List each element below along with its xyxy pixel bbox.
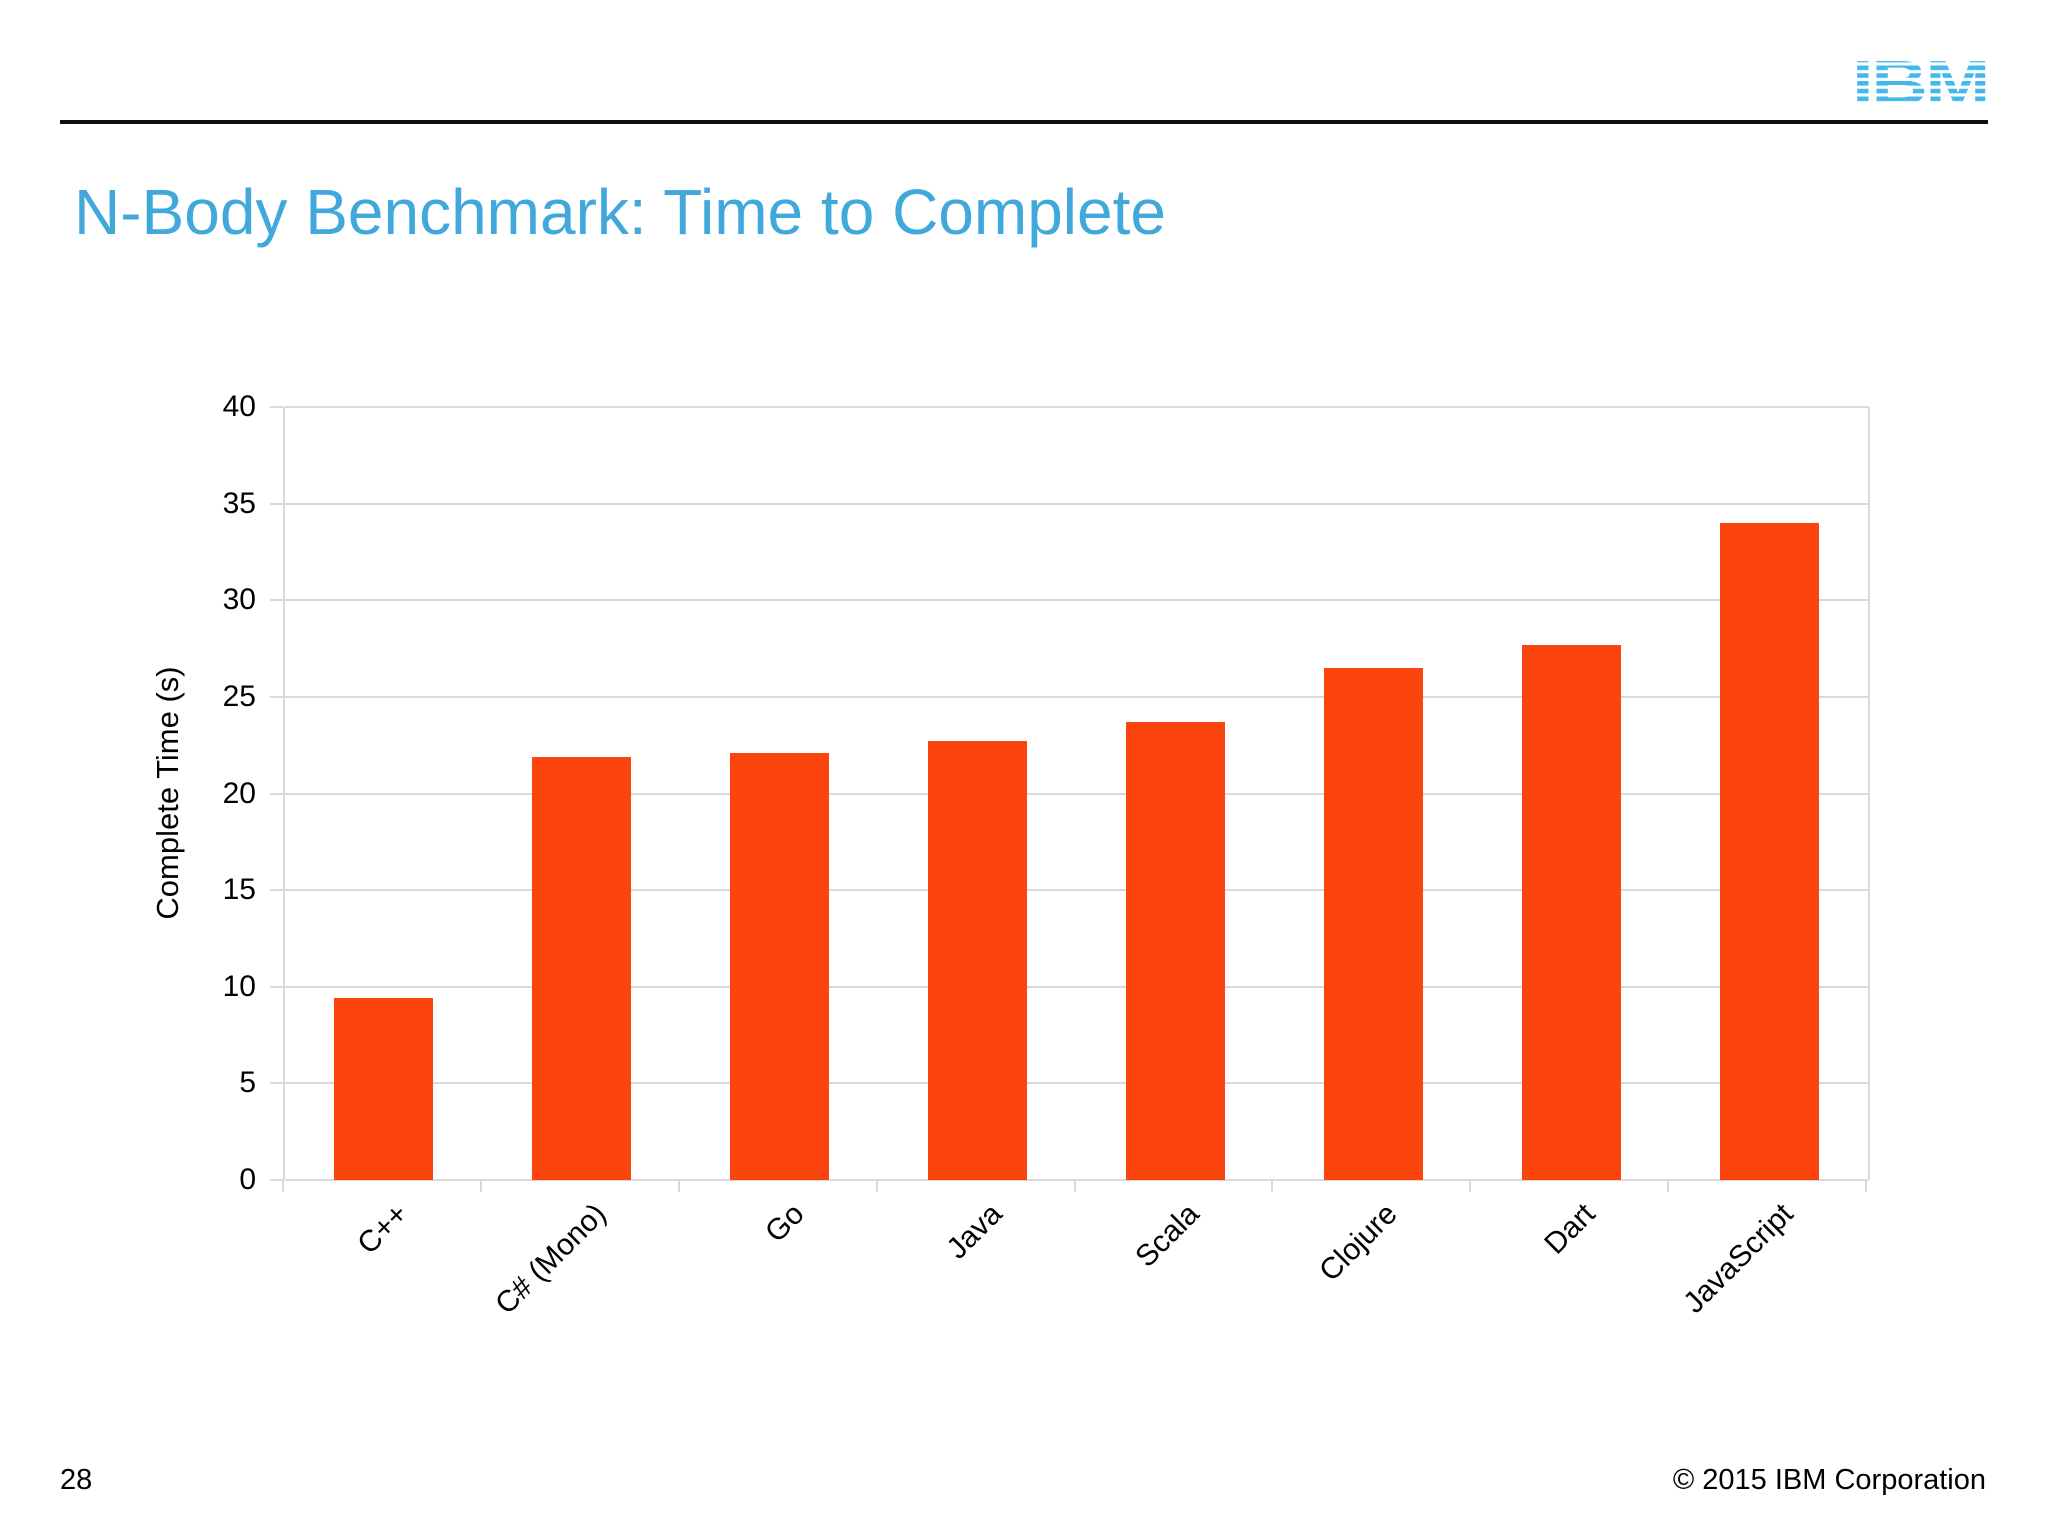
x-axis-label: C# (Mono) xyxy=(488,1197,613,1321)
y-axis-tick xyxy=(270,599,283,602)
gridline xyxy=(285,985,1868,988)
y-axis-tick xyxy=(270,502,283,505)
y-axis-tick xyxy=(270,1179,283,1181)
bar-C# (Mono) xyxy=(532,756,632,1180)
x-axis-tick xyxy=(1469,1180,1472,1192)
x-axis-label: Java xyxy=(940,1197,1009,1266)
x-axis-label: Go xyxy=(758,1197,811,1249)
x-axis-label: JavaScript xyxy=(1677,1197,1800,1320)
y-axis-tick xyxy=(270,1082,283,1085)
x-axis-tick xyxy=(1667,1180,1670,1192)
y-axis-tick xyxy=(270,889,283,892)
ibm-logo: IBM xyxy=(1852,48,1990,118)
header-divider xyxy=(60,120,1988,124)
x-axis-tick xyxy=(677,1180,680,1192)
x-axis-label: Dart xyxy=(1538,1197,1602,1261)
x-axis-tick xyxy=(479,1180,482,1192)
y-axis-tick-label: 20 xyxy=(222,776,256,810)
y-axis-tick-label: 15 xyxy=(222,873,256,907)
y-axis-tick xyxy=(270,406,283,408)
bar-Dart xyxy=(1521,644,1621,1180)
y-axis-tick xyxy=(270,985,283,988)
y-axis-tick-label: 0 xyxy=(239,1163,256,1196)
y-axis-tick xyxy=(270,792,283,795)
gridline xyxy=(285,792,1868,795)
bar-Java xyxy=(928,741,1028,1180)
y-axis-tick-label: 30 xyxy=(222,583,256,617)
plot-area xyxy=(283,406,1870,1181)
x-axis-label: C++ xyxy=(351,1197,415,1261)
bar-Go xyxy=(730,752,830,1180)
bar-Clojure xyxy=(1323,667,1423,1180)
y-axis-tick-label: 25 xyxy=(222,679,256,713)
x-axis-tick xyxy=(875,1180,878,1192)
y-axis-tick-label: 35 xyxy=(222,486,256,520)
page-title: N-Body Benchmark: Time to Complete xyxy=(74,175,1166,248)
x-axis-tick xyxy=(1073,1180,1076,1192)
page-number: 28 xyxy=(60,1464,93,1496)
ibm-logo-text: IBM xyxy=(1852,49,1988,112)
x-axis-label: Clojure xyxy=(1313,1197,1404,1288)
gridline xyxy=(285,1179,1868,1181)
gridline xyxy=(285,889,1868,892)
gridline xyxy=(285,502,1868,505)
bar-C++ xyxy=(334,998,434,1180)
gridline xyxy=(285,406,1868,408)
x-axis-label: Scala xyxy=(1129,1197,1207,1274)
x-axis-tick xyxy=(1271,1180,1274,1192)
gridline xyxy=(285,599,1868,602)
bar-Scala xyxy=(1125,722,1225,1180)
x-axis-tick xyxy=(1865,1180,1867,1192)
gridline xyxy=(285,695,1868,698)
bar-JavaScript xyxy=(1719,522,1819,1180)
y-axis-tick xyxy=(270,695,283,698)
ibm-logo-svg: IBM xyxy=(1852,49,1990,118)
copyright: © 2015 IBM Corporation xyxy=(1672,1464,1986,1496)
gridline xyxy=(285,1082,1868,1085)
y-axis-tick-label: 5 xyxy=(239,1066,256,1100)
y-axis-tick-label: 10 xyxy=(222,969,256,1003)
y-axis-tick-label: 40 xyxy=(222,390,256,423)
y-axis-title-text: Complete Time (s) xyxy=(150,666,185,920)
x-axis-tick xyxy=(282,1180,284,1192)
